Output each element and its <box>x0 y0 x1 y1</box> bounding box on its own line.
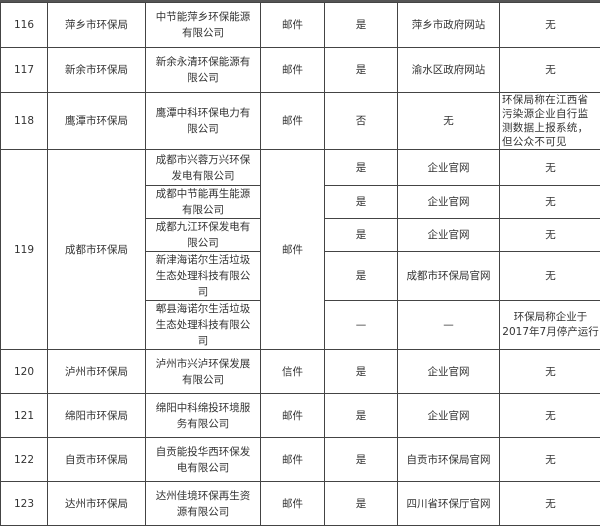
company: 中节能萍乡环保能源有限公司 <box>146 3 261 48</box>
note: 无 <box>500 48 600 93</box>
row-number: 117 <box>1 48 48 93</box>
company: 泸州市兴泸环保发展有限公司 <box>146 350 261 394</box>
site: 成都市环保局官网 <box>398 252 500 301</box>
company: 成都九江环保发电有限公司 <box>146 219 261 252</box>
reply: — <box>325 301 398 350</box>
method: 信件 <box>261 350 325 394</box>
company: 郫县海诺尔生活垃圾生态处理科技有限公司 <box>146 301 261 350</box>
row-number: 120 <box>1 350 48 394</box>
note: 无 <box>500 150 600 186</box>
site: 企业官网 <box>398 150 500 186</box>
bureau: 鹰潭市环保局 <box>48 93 146 150</box>
site: 企业官网 <box>398 350 500 394</box>
method: 邮件 <box>261 48 325 93</box>
note: 无 <box>500 350 600 394</box>
method: 邮件 <box>261 150 325 350</box>
note: 环保局称企业于2017年7月停产运行 <box>500 301 600 350</box>
table-row: 120 泸州市环保局 泸州市兴泸环保发展有限公司 信件 是 企业官网 无 <box>1 350 600 394</box>
table-row: 122 自贡市环保局 自贡能投华西环保发电有限公司 邮件 是 自贡市环保局官网 … <box>1 438 600 482</box>
reply: 是 <box>325 150 398 186</box>
company: 绵阳中科绵投环境服务有限公司 <box>146 394 261 438</box>
note: 无 <box>500 482 600 526</box>
company: 成都中节能再生能源有限公司 <box>146 186 261 219</box>
note: 无 <box>500 438 600 482</box>
reply: 是 <box>325 219 398 252</box>
reply: 是 <box>325 48 398 93</box>
note: 环保局称在江西省污染源企业自行监测数据上报系统，但公众不可见 <box>500 93 600 150</box>
site: 企业官网 <box>398 219 500 252</box>
method: 邮件 <box>261 438 325 482</box>
bureau: 萍乡市环保局 <box>48 3 146 48</box>
site: 渝水区政府网站 <box>398 48 500 93</box>
row-number: 123 <box>1 482 48 526</box>
site: 企业官网 <box>398 186 500 219</box>
note: 无 <box>500 219 600 252</box>
note: 无 <box>500 186 600 219</box>
bureau: 自贡市环保局 <box>48 438 146 482</box>
row-number: 116 <box>1 3 48 48</box>
table-row: 123 达州市环保局 达州佳境环保再生资源有限公司 邮件 是 四川省环保厅官网 … <box>1 482 600 526</box>
site: 无 <box>398 93 500 150</box>
site: 自贡市环保局官网 <box>398 438 500 482</box>
method: 邮件 <box>261 93 325 150</box>
site: 萍乡市政府网站 <box>398 3 500 48</box>
table-row: 121 绵阳市环保局 绵阳中科绵投环境服务有限公司 邮件 是 企业官网 无 <box>1 394 600 438</box>
reply: 是 <box>325 350 398 394</box>
bureau: 泸州市环保局 <box>48 350 146 394</box>
site: 四川省环保厅官网 <box>398 482 500 526</box>
note: 无 <box>500 394 600 438</box>
method: 邮件 <box>261 482 325 526</box>
method: 邮件 <box>261 3 325 48</box>
site: 企业官网 <box>398 394 500 438</box>
method: 邮件 <box>261 394 325 438</box>
row-number: 118 <box>1 93 48 150</box>
company: 新余永清环保能源有限公司 <box>146 48 261 93</box>
bureau: 成都市环保局 <box>48 150 146 350</box>
table-row: 116 萍乡市环保局 中节能萍乡环保能源有限公司 邮件 是 萍乡市政府网站 无 <box>1 3 600 48</box>
reply: 是 <box>325 252 398 301</box>
reply: 是 <box>325 394 398 438</box>
table-row: 117 新余市环保局 新余永清环保能源有限公司 邮件 是 渝水区政府网站 无 <box>1 48 600 93</box>
row-number: 122 <box>1 438 48 482</box>
reply: 是 <box>325 3 398 48</box>
company: 鹰潭中科环保电力有限公司 <box>146 93 261 150</box>
reply: 否 <box>325 93 398 150</box>
reply: 是 <box>325 482 398 526</box>
site: — <box>398 301 500 350</box>
bureau: 达州市环保局 <box>48 482 146 526</box>
company: 达州佳境环保再生资源有限公司 <box>146 482 261 526</box>
note: 无 <box>500 252 600 301</box>
bureau: 新余市环保局 <box>48 48 146 93</box>
reply: 是 <box>325 186 398 219</box>
table-row: 118 鹰潭市环保局 鹰潭中科环保电力有限公司 邮件 否 无 环保局称在江西省污… <box>1 93 600 150</box>
reply: 是 <box>325 438 398 482</box>
row-number: 119 <box>1 150 48 350</box>
bureau: 绵阳市环保局 <box>48 394 146 438</box>
table-row: 119 成都市环保局 成都市兴蓉万兴环保发电有限公司 邮件 是 企业官网 无 <box>1 150 600 186</box>
note: 无 <box>500 3 600 48</box>
row-number: 121 <box>1 394 48 438</box>
company: 新津海诺尔生活垃圾生态处理科技有限公司 <box>146 252 261 301</box>
company: 自贡能投华西环保发电有限公司 <box>146 438 261 482</box>
company: 成都市兴蓉万兴环保发电有限公司 <box>146 150 261 186</box>
